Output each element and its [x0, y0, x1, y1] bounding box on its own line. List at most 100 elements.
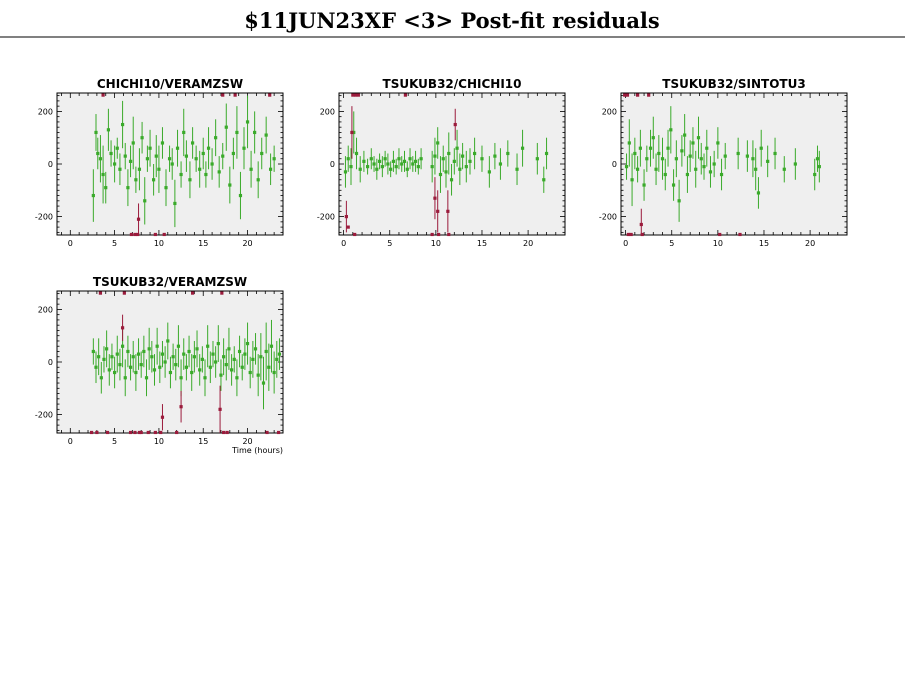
data-point: [140, 136, 144, 140]
data-point: [354, 151, 359, 156]
data-point: [214, 136, 218, 140]
data-point: [430, 232, 434, 237]
x-tick-label: 5: [112, 437, 117, 446]
data-point: [179, 376, 183, 380]
data-point: [447, 151, 451, 156]
data-point: [146, 430, 150, 435]
data-point: [452, 159, 456, 163]
page-title: $11JUN23XF <3> Post-fit residuals: [244, 8, 659, 33]
x-tick-label: 15: [198, 239, 208, 248]
data-point: [403, 93, 408, 97]
data-point: [242, 146, 246, 150]
x-tick-label: 15: [477, 239, 487, 248]
data-point: [221, 93, 225, 97]
data-point: [660, 157, 665, 161]
data-point: [464, 165, 468, 169]
data-point: [219, 373, 223, 377]
data-point: [206, 146, 211, 150]
panel-title: TSUKUB32/CHICHI10: [383, 77, 522, 91]
data-point: [351, 93, 355, 97]
data-point: [126, 186, 130, 190]
x-tick-label: 0: [68, 437, 73, 446]
data-point: [645, 157, 649, 161]
flagged-points: [344, 93, 457, 237]
data-point: [453, 122, 457, 127]
data-point: [228, 183, 232, 187]
data-point: [642, 183, 646, 187]
data-point: [633, 151, 637, 156]
data-point: [233, 93, 237, 97]
data-point: [104, 186, 108, 190]
data-point: [123, 154, 127, 158]
data-point: [94, 365, 98, 369]
data-point: [188, 178, 192, 182]
data-point: [143, 199, 147, 203]
data-point: [133, 430, 137, 435]
data-point: [716, 141, 720, 145]
data-point: [759, 146, 763, 150]
data-point: [817, 165, 821, 169]
data-point: [243, 352, 247, 356]
data-point: [106, 128, 111, 132]
data-point: [115, 352, 119, 356]
data-point: [235, 130, 239, 135]
data-point: [144, 376, 149, 380]
data-point: [168, 370, 173, 375]
data-point: [164, 186, 168, 190]
data-point: [128, 159, 133, 163]
data-point: [214, 360, 218, 364]
flagged-points: [89, 291, 281, 435]
y-tick-label: -200: [599, 213, 617, 222]
data-point: [131, 141, 135, 145]
data-point: [184, 154, 188, 158]
y-tick-label: -200: [35, 213, 53, 222]
data-point: [354, 93, 358, 97]
x-tick-label: 20: [242, 239, 252, 248]
data-point: [430, 165, 434, 169]
data-point: [137, 430, 142, 435]
data-point: [248, 370, 252, 375]
data-point: [446, 209, 450, 213]
data-point: [220, 291, 224, 295]
data-point: [449, 178, 454, 182]
data-point: [344, 214, 348, 219]
data-point: [397, 157, 401, 161]
data-point: [493, 154, 497, 158]
data-point: [208, 365, 212, 369]
data-point: [356, 93, 360, 97]
x-tick-label: 10: [713, 239, 723, 248]
x-tick-label: 5: [387, 239, 392, 248]
data-point: [648, 146, 653, 150]
data-point: [268, 93, 272, 97]
data-point: [128, 365, 133, 369]
data-point: [160, 352, 165, 356]
data-point: [350, 130, 354, 135]
data-point: [419, 157, 423, 161]
data-point: [131, 355, 135, 359]
data-point: [126, 349, 130, 354]
data-point: [113, 370, 117, 375]
data-point: [259, 355, 263, 359]
data-point: [405, 167, 409, 171]
data-point: [195, 347, 199, 351]
data-point: [245, 341, 250, 346]
data-point: [174, 363, 178, 367]
data-point: [159, 430, 163, 435]
data-point: [623, 93, 627, 97]
data-point: [198, 167, 202, 171]
data-point: [691, 141, 695, 145]
data-point: [120, 344, 125, 348]
data-point: [372, 162, 376, 166]
data-point: [473, 151, 477, 156]
data-point: [515, 167, 519, 171]
data-point: [639, 222, 643, 227]
data-point: [211, 352, 215, 356]
data-point: [272, 370, 276, 375]
x-axis-label: Time (hours): [231, 446, 283, 455]
data-point: [654, 167, 658, 171]
data-point: [416, 165, 420, 169]
data-point: [173, 201, 177, 206]
data-point: [468, 159, 472, 163]
data-point: [128, 430, 133, 435]
